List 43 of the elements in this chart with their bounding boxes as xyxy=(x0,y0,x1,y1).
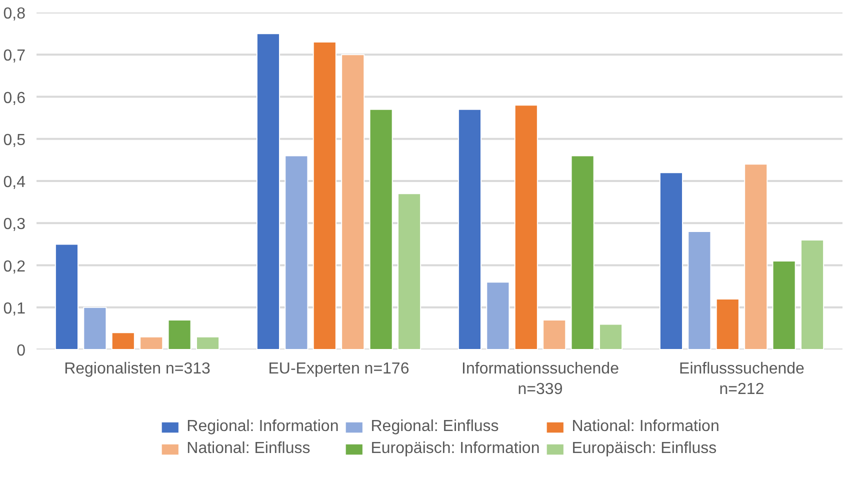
bar xyxy=(54,244,79,350)
bar xyxy=(570,155,594,350)
bar xyxy=(716,298,740,350)
bar xyxy=(111,332,135,350)
x-tick-label: Einflusssuchende n=212 xyxy=(679,360,805,398)
bar xyxy=(341,54,365,350)
legend-label: Regional: Einfluss xyxy=(370,418,499,436)
bar xyxy=(284,155,308,350)
bar xyxy=(83,306,107,350)
bar xyxy=(744,164,768,350)
bar xyxy=(514,104,538,350)
bar xyxy=(196,336,220,350)
bar xyxy=(486,282,510,350)
bar xyxy=(369,108,393,350)
x-tick-label: Informationssuchende n=339 xyxy=(462,360,620,398)
bar xyxy=(542,320,566,350)
bar xyxy=(256,33,280,350)
legend-label: Europäisch: Information xyxy=(370,440,540,458)
legend-label: National: Einfluss xyxy=(186,440,310,458)
bar xyxy=(140,336,164,350)
y-tick-label: 0,6 xyxy=(3,90,26,107)
bar xyxy=(800,239,824,350)
x-tick-label: Regionalisten n=313 xyxy=(64,360,211,378)
y-tick-label: 0 xyxy=(16,342,26,360)
y-tick-label: 0,4 xyxy=(3,174,26,191)
bar xyxy=(312,41,336,350)
legend-label: Europäisch: Einfluss xyxy=(572,440,717,458)
bar xyxy=(168,320,192,350)
y-tick-label: 0,5 xyxy=(3,132,26,149)
y-tick-label: 0,3 xyxy=(3,216,26,234)
bar xyxy=(688,231,712,350)
legend-label: Regional: Information xyxy=(186,418,339,436)
y-tick-label: 0,2 xyxy=(3,258,26,276)
legend-label: National: Information xyxy=(572,418,720,436)
bar xyxy=(659,172,684,350)
bar xyxy=(458,108,482,350)
bar xyxy=(397,193,422,350)
y-tick-label: 0,8 xyxy=(3,6,26,22)
bar xyxy=(598,324,623,350)
y-tick-label: 0,1 xyxy=(3,300,26,318)
x-tick-label: EU-Experten n=176 xyxy=(268,360,410,378)
y-tick-label: 0,7 xyxy=(3,48,26,65)
bar xyxy=(772,260,796,350)
